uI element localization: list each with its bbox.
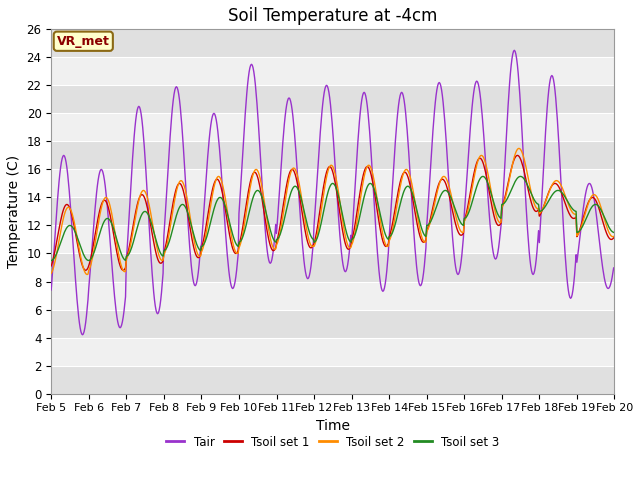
Tair: [511, 48, 518, 53]
Tsoil set 2: [418, 235, 426, 240]
Bar: [51, 113, 614, 142]
Tair: [116, 325, 124, 331]
Bar: [51, 169, 614, 197]
Text: VR_met: VR_met: [57, 35, 109, 48]
Tsoil set 2: [173, 185, 181, 191]
Tsoil set 3: [58, 238, 65, 243]
Tsoil set 2: [515, 145, 523, 151]
Title: Soil Temperature at -4cm: Soil Temperature at -4cm: [228, 7, 438, 25]
Bar: [51, 85, 614, 113]
Tsoil set 3: [610, 229, 618, 235]
Bar: [51, 337, 614, 366]
Tair: [402, 109, 410, 115]
Tair: [79, 332, 86, 337]
Tsoil set 1: [610, 235, 618, 241]
Tsoil set 1: [116, 263, 124, 268]
Tsoil set 3: [516, 174, 524, 180]
Tsoil set 2: [402, 167, 410, 172]
Tsoil set 3: [115, 245, 123, 251]
Line: Tair: Tair: [51, 50, 614, 335]
Tsoil set 2: [47, 270, 55, 276]
Tsoil set 3: [47, 258, 55, 264]
Bar: [51, 310, 614, 337]
Legend: Tair, Tsoil set 1, Tsoil set 2, Tsoil set 3: Tair, Tsoil set 1, Tsoil set 2, Tsoil se…: [162, 431, 504, 453]
Bar: [51, 253, 614, 281]
Tsoil set 1: [82, 267, 90, 273]
Tair: [203, 165, 211, 170]
Tsoil set 1: [173, 183, 181, 189]
Bar: [51, 366, 614, 394]
Line: Tsoil set 2: Tsoil set 2: [51, 148, 614, 275]
Line: Tsoil set 3: Tsoil set 3: [51, 177, 614, 261]
Line: Tsoil set 1: Tsoil set 1: [51, 156, 614, 270]
Tsoil set 2: [116, 258, 124, 264]
Bar: [51, 197, 614, 226]
Tsoil set 1: [418, 238, 426, 244]
Tsoil set 1: [402, 169, 410, 175]
Tsoil set 2: [610, 234, 618, 240]
Bar: [51, 142, 614, 169]
Bar: [51, 281, 614, 310]
Tsoil set 1: [47, 263, 55, 269]
Tsoil set 3: [401, 186, 408, 192]
Tsoil set 1: [203, 218, 211, 224]
Tsoil set 3: [202, 236, 210, 242]
Bar: [51, 29, 614, 57]
Bar: [51, 226, 614, 253]
Bar: [51, 57, 614, 85]
Tair: [610, 265, 618, 271]
Y-axis label: Temperature (C): Temperature (C): [7, 155, 21, 268]
Tsoil set 2: [83, 272, 91, 277]
Tsoil set 3: [417, 224, 425, 230]
Tair: [58, 159, 65, 165]
Tsoil set 3: [173, 213, 180, 218]
Tair: [47, 287, 55, 293]
Tsoil set 2: [58, 225, 65, 230]
Tair: [418, 279, 426, 285]
Tsoil set 2: [203, 227, 211, 232]
Tsoil set 1: [513, 153, 521, 158]
X-axis label: Time: Time: [316, 419, 350, 433]
Tair: [173, 84, 181, 90]
Tsoil set 1: [58, 215, 65, 220]
